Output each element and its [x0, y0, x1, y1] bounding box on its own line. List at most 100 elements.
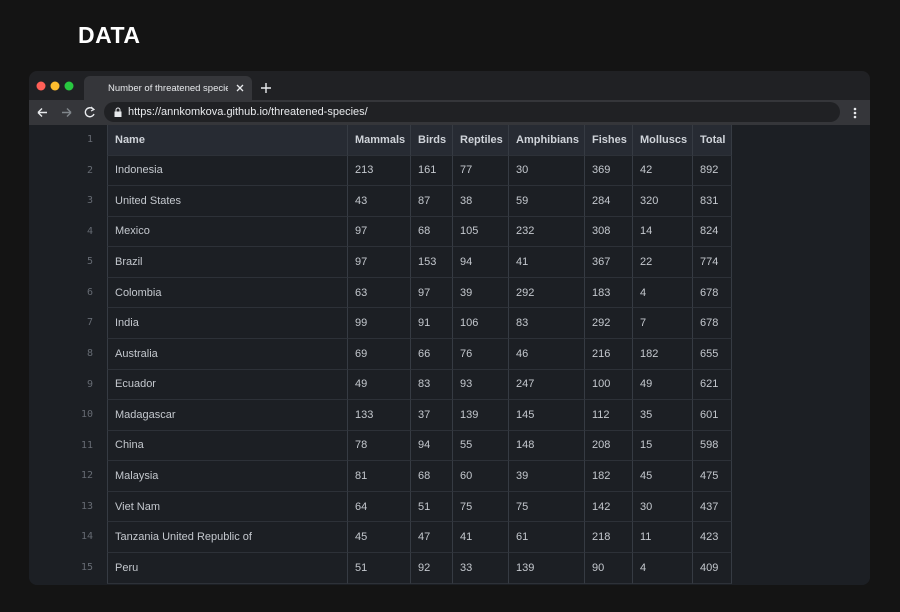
table-cell: 97	[347, 216, 410, 248]
table-cell: Mexico	[107, 216, 347, 248]
table-cell: 369	[584, 155, 632, 187]
table-cell: 33	[452, 552, 508, 584]
header-cell: Birds	[410, 125, 452, 156]
row-number: 6	[86, 286, 93, 298]
table-cell: 678	[692, 308, 732, 339]
table-cell: 75	[508, 491, 584, 523]
row-number: 15	[80, 561, 93, 573]
table-cell: 133	[347, 400, 410, 431]
lock-icon	[114, 107, 122, 117]
table-cell: 68	[410, 461, 452, 492]
table-cell: 11	[632, 522, 692, 553]
table-cell: 83	[410, 369, 452, 401]
table-cell: 621	[692, 369, 732, 401]
table-cell: Ecuador	[107, 369, 347, 401]
table-cell: 42	[632, 155, 692, 187]
header-cell: Mammals	[347, 125, 410, 156]
table-cell: 292	[508, 277, 584, 309]
table-cell: 35	[632, 400, 692, 431]
table-cell: 139	[508, 552, 584, 584]
table-cell: Australia	[107, 338, 347, 370]
new-tab[interactable]	[259, 81, 273, 95]
table-cell: 30	[508, 155, 584, 187]
table-cell: 59	[508, 186, 584, 217]
window-controls	[36, 81, 74, 91]
table-cell: 678	[692, 277, 732, 309]
row-number: 3	[86, 195, 93, 207]
table-cell: 14	[632, 216, 692, 248]
table-cell: 218	[584, 522, 632, 553]
table-cell: 216	[584, 338, 632, 370]
row-number: 10	[80, 409, 93, 421]
row-number: 12	[80, 470, 93, 482]
table-cell: 106	[452, 308, 508, 339]
table-cell: 45	[347, 522, 410, 553]
address-bar[interactable]: https://annkomkova.github.io/threatened-…	[104, 102, 840, 122]
table-cell: 183	[584, 277, 632, 309]
header-cell: Molluscs	[632, 125, 692, 156]
table-cell: China	[107, 430, 347, 462]
table-cell: 30	[632, 491, 692, 523]
tab-close[interactable]	[234, 82, 246, 94]
table-cell: 112	[584, 400, 632, 431]
table-cell: 55	[452, 430, 508, 462]
table-cell: 61	[508, 522, 584, 553]
row-number: 2	[86, 164, 93, 176]
table-cell: 247	[508, 369, 584, 401]
table-cell: Peru	[107, 552, 347, 584]
table-cell: 49	[347, 369, 410, 401]
browser-window: Number of threatened species https://ann…	[29, 71, 870, 585]
nav-buttons[interactable]	[35, 105, 105, 120]
table-cell: 94	[452, 247, 508, 278]
table-cell: 68	[410, 216, 452, 248]
table-cell: 87	[410, 186, 452, 217]
table-cell: 49	[632, 369, 692, 401]
url: https://annkomkova.github.io/threatened-…	[128, 106, 368, 118]
table-cell: 46	[508, 338, 584, 370]
table-cell: 81	[347, 461, 410, 492]
row-number: 9	[86, 378, 93, 390]
table-cell: 47	[410, 522, 452, 553]
table-cell: 64	[347, 491, 410, 523]
table-cell: 15	[632, 430, 692, 462]
table-cell: 38	[452, 186, 508, 217]
table-cell: 409	[692, 552, 732, 584]
table-cell: 774	[692, 247, 732, 278]
heading: DATA	[78, 22, 141, 48]
table-cell: 22	[632, 247, 692, 278]
table-cell: India	[107, 308, 347, 339]
table-cell: 423	[692, 522, 732, 553]
table-cell: 99	[347, 308, 410, 339]
header-cell: Total	[692, 125, 732, 156]
sheet: 1 2 3 4 5 6 7 8 9 10 11 12 13 14 15 Name Mammals Birds Rep…	[29, 125, 870, 585]
header-cell: Reptiles	[452, 125, 508, 156]
table-cell: 90	[584, 552, 632, 584]
toolbar: https://annkomkova.github.io/threatened-…	[29, 100, 870, 125]
row-number: 13	[80, 500, 93, 512]
table-cell: 100	[584, 369, 632, 401]
table-cell: 91	[410, 308, 452, 339]
table-cell: 93	[452, 369, 508, 401]
table-cell: 182	[632, 338, 692, 370]
tab[interactable]: Number of threatened species	[84, 76, 252, 100]
row-number: 1	[86, 134, 93, 145]
table-cell: 437	[692, 491, 732, 523]
table-cell: 292	[584, 308, 632, 339]
table-cell: Tanzania United Republic of	[107, 522, 347, 553]
table-cell: 37	[410, 400, 452, 431]
menu-button[interactable]	[851, 106, 859, 120]
table-cell: 598	[692, 430, 732, 462]
table-cell: Viet Nam	[107, 491, 347, 523]
table-cell: United States	[107, 186, 347, 217]
table-cell: 45	[632, 461, 692, 492]
table-cell: 39	[452, 277, 508, 309]
table-cell: 4	[632, 277, 692, 309]
table-cell: Indonesia	[107, 155, 347, 187]
table-cell: 7	[632, 308, 692, 339]
table-cell: 41	[508, 247, 584, 278]
table-cell: 60	[452, 461, 508, 492]
table-cell: 92	[410, 552, 452, 584]
table-cell: 142	[584, 491, 632, 523]
row-number: 11	[80, 439, 93, 451]
table-cell: 69	[347, 338, 410, 370]
